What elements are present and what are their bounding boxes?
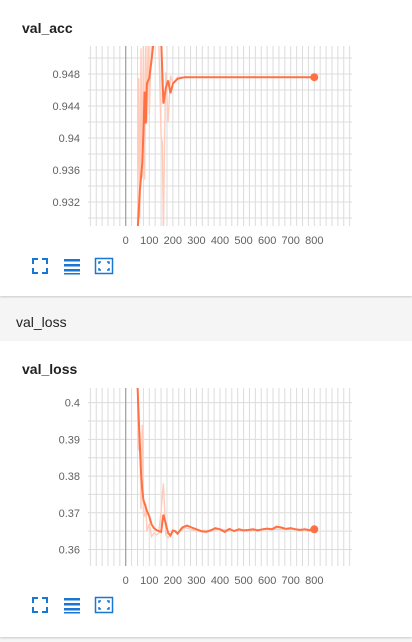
y-tick-label: 0.936 <box>52 165 80 177</box>
y-tick-label: 0.932 <box>52 197 80 209</box>
chart-title: val_loss <box>22 361 78 377</box>
series-line-smoothed <box>136 388 315 538</box>
chart-toolbar <box>30 595 114 615</box>
x-tick-label: 600 <box>258 575 276 587</box>
fit-domain-icon[interactable] <box>30 256 50 276</box>
y-tick-label: 0.38 <box>59 471 80 483</box>
y-tick-label: 0.37 <box>59 508 80 520</box>
x-tick-label: 600 <box>258 235 276 247</box>
x-tick-label: 200 <box>164 575 182 587</box>
x-tick-label: 200 <box>164 235 182 247</box>
chart-title: val_acc <box>22 20 73 36</box>
y-tick-label: 0.948 <box>52 69 80 81</box>
section-header[interactable]: val_loss <box>0 304 412 338</box>
series-line-smoothed <box>136 46 315 226</box>
x-tick-label: 800 <box>305 575 323 587</box>
x-tick-label: 100 <box>140 235 158 247</box>
toggle-log-icon[interactable] <box>62 595 82 615</box>
series-end-marker[interactable] <box>310 73 319 82</box>
chart-card-val-acc: val_acc 0.948 0.944 0.94 0.936 0.932 0 100 200 3… <box>0 0 412 296</box>
x-tick-label: 0 <box>123 575 129 587</box>
x-tick-label: 700 <box>282 235 300 247</box>
y-tick-label: 0.944 <box>52 101 80 113</box>
fullscreen-icon[interactable] <box>94 595 114 615</box>
fullscreen-icon[interactable] <box>94 256 114 276</box>
x-tick-label: 400 <box>211 575 229 587</box>
y-tick-label: 0.4 <box>65 398 80 410</box>
y-tick-label: 0.94 <box>59 133 80 145</box>
chart-val-acc[interactable]: 0.948 0.944 0.94 0.936 0.932 0 100 200 300 400 500… <box>0 0 412 296</box>
fit-domain-icon[interactable] <box>30 595 50 615</box>
y-tick-label: 0.39 <box>59 434 80 446</box>
x-tick-label: 100 <box>140 575 158 587</box>
chart-val-loss[interactable]: 0.4 0.39 0.38 0.37 0.36 0 100 200 300 400 500 600 70… <box>0 341 412 637</box>
x-tick-label: 800 <box>305 235 323 247</box>
toggle-log-icon[interactable] <box>62 256 82 276</box>
x-tick-label: 0 <box>123 235 129 247</box>
x-tick-label: 700 <box>282 575 300 587</box>
y-tick-label: 0.36 <box>59 544 80 556</box>
section-title: val_loss <box>16 314 67 330</box>
chart-card-val-loss: val_loss 0.4 0.39 0.38 0.37 0.36 0 100 200 300 40… <box>0 341 412 637</box>
chart-toolbar <box>30 256 114 276</box>
x-tick-label: 400 <box>211 235 229 247</box>
series-end-marker[interactable] <box>310 525 319 534</box>
x-tick-label: 500 <box>234 235 252 247</box>
x-tick-label: 300 <box>187 235 205 247</box>
x-tick-label: 500 <box>234 575 252 587</box>
x-tick-label: 300 <box>187 575 205 587</box>
